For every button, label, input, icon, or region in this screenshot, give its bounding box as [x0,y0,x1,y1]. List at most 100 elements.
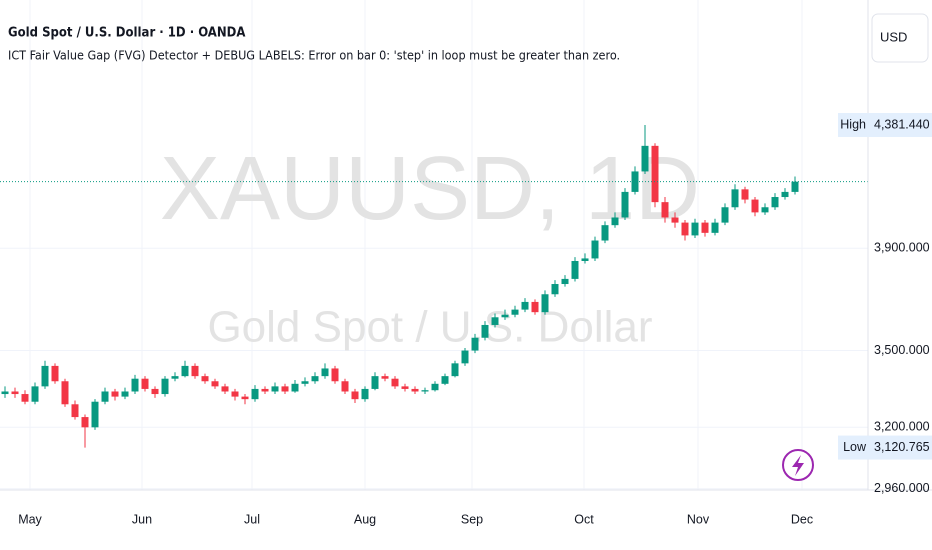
y-tick-label: 3,900.000 [874,240,930,254]
price-marker-bg [838,435,932,460]
x-tick-label: Dec [791,512,813,526]
candle-body [181,365,189,377]
candle-body [121,391,129,397]
candle-body [211,381,219,387]
candle-body [71,404,79,418]
candle-body [171,376,179,379]
candle-body [271,386,279,392]
candle-body [161,378,169,395]
candle-body [641,145,649,172]
candle-body [471,337,479,351]
currency-button[interactable] [871,13,929,63]
x-tick-label: Nov [687,512,710,526]
candle-body [491,317,499,325]
candle-body [451,363,459,377]
candle-body [281,386,289,392]
candle-body [201,376,209,382]
candle-body [511,309,519,315]
candle-body [311,376,319,382]
currency-label[interactable]: USD [880,29,907,44]
candle-body [351,391,359,400]
candle-body [631,171,639,192]
candle-body [581,258,589,261]
candle-body [261,388,269,392]
candle-body [21,394,29,402]
candle-body [391,378,399,387]
candle-body [611,217,619,226]
candle-body [31,386,39,402]
candle-body [11,391,19,395]
watermark-subtitle: Gold Spot / U.S. Dollar [207,303,652,352]
candle-body [571,260,579,279]
candle-body [61,381,69,405]
candle-body [101,391,109,402]
candle-body [681,222,689,236]
candle-body [291,383,299,392]
candle-body [51,365,59,382]
candle-body [41,365,49,387]
watermark: XAUUSD, 1D [160,139,700,239]
y-tick-label: 3,500.000 [874,343,930,357]
candle-body [771,197,779,208]
candle-body [591,240,599,259]
candle-body [301,381,309,384]
candle-body [341,381,349,392]
candle-body [551,284,559,295]
candle-body [521,301,529,310]
x-tick-label: Jul [244,512,260,526]
candle-body [81,417,89,428]
candle-body [761,207,769,213]
price-marker-name: High [840,117,866,131]
candle-body [131,378,139,392]
candle-body [731,189,739,208]
candle-body [691,222,699,236]
candle-body [531,301,539,313]
symbol-title: Gold Spot / U.S. Dollar · 1D · OANDA [8,26,245,41]
candle-body [661,202,669,218]
candle-body [411,388,419,392]
alert-bolt [792,455,804,476]
candle-body [381,376,389,379]
candle-body [361,388,369,400]
price-marker-value: 3,120.765 [874,440,930,454]
candle-body [721,207,729,223]
y-tick-label: 3,200.000 [874,420,930,434]
candle-body [481,324,489,338]
candle-body [541,294,549,313]
y-tick-label: 2,960.000 [874,481,930,495]
candle-body [111,391,119,397]
candle-body [371,376,379,389]
candle-body [461,350,469,364]
candle-body [781,191,789,198]
price-marker-bg [838,113,932,138]
candle-body [151,388,159,395]
x-tick-label: Jun [132,512,152,526]
x-tick-label: Oct [574,512,594,526]
candle-body [231,391,239,397]
candle-body [241,396,249,400]
candle-body [221,386,229,392]
x-tick-label: May [18,512,42,526]
candle-body [701,222,709,233]
x-tick-label: Sep [461,512,483,526]
candle-body [421,390,429,392]
candle-body [501,314,509,318]
candle-body [191,365,199,377]
candle-body [321,368,329,377]
candle-body [741,189,749,200]
candle-body [331,368,339,382]
indicator-message: ICT Fair Value Gap (FVG) Detector + DEBU… [8,48,620,63]
candle-body [401,386,409,389]
candle-body [431,383,439,391]
candle-body [441,376,449,384]
candle-body [671,217,679,223]
candle-body [141,378,149,389]
candle-body [711,222,719,233]
candle-body [621,191,629,218]
candle-body [251,388,259,400]
candle-body [601,225,609,241]
candle-body [651,145,659,203]
candle-body [91,401,99,428]
